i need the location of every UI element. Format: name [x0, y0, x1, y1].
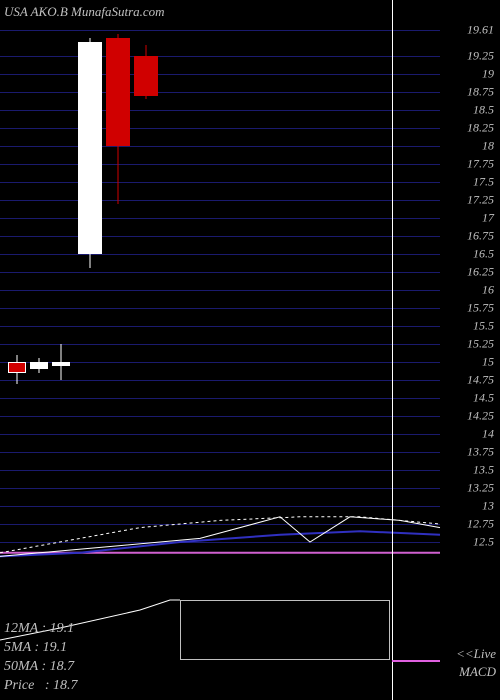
macd-label: MACD	[459, 664, 496, 680]
axis-label: 16.5	[473, 247, 494, 262]
axis-label: 13.75	[467, 445, 494, 460]
axis-label: 14.75	[467, 373, 494, 388]
chart-title: USA AKO.B MunafaSutra.com	[4, 4, 165, 20]
axis-label: 14.25	[467, 409, 494, 424]
axis-label: 19.25	[467, 49, 494, 64]
ma12-label: 12MA : 19.1	[4, 620, 77, 639]
live-label: <<Live	[456, 646, 496, 662]
axis-label: 15.5	[473, 319, 494, 334]
axis-label: 18.75	[467, 85, 494, 100]
axis-label: 12.5	[473, 535, 494, 550]
ma50-label: 50MA : 18.7	[4, 658, 77, 677]
axis-label: 16	[482, 283, 494, 298]
indicator-box	[180, 600, 390, 660]
axis-label: 14.5	[473, 391, 494, 406]
axis-label: 19.61	[467, 23, 494, 38]
y-axis: 19.61 19.25 19 18.75 18.5 18.25 18 17.75 17.5 17.…	[440, 0, 500, 700]
cursor-line	[392, 0, 393, 700]
axis-label: 15.25	[467, 337, 494, 352]
axis-label: 12.75	[467, 517, 494, 532]
stock-chart: USA AKO.B MunafaSutra.com 19.61 19.25 19 18…	[0, 0, 500, 700]
stats-panel: 12MA : 19.1 5MA : 19.1 50MA : 18.7 Price…	[4, 620, 77, 696]
indicator-line	[0, 0, 500, 700]
price-label: Price : 18.7	[4, 677, 77, 696]
axis-label: 17	[482, 211, 494, 226]
axis-label: 18	[482, 139, 494, 154]
axis-label: 15	[482, 355, 494, 370]
axis-label: 14	[482, 427, 494, 442]
axis-label: 17.5	[473, 175, 494, 190]
axis-label: 18.25	[467, 121, 494, 136]
axis-label: 18.5	[473, 103, 494, 118]
ma5-label: 5MA : 19.1	[4, 639, 77, 658]
macd-segment	[392, 660, 440, 662]
axis-label: 16.25	[467, 265, 494, 280]
axis-label: 15.75	[467, 301, 494, 316]
axis-label: 19	[482, 67, 494, 82]
axis-label: 13.25	[467, 481, 494, 496]
axis-label: 13	[482, 499, 494, 514]
axis-label: 17.75	[467, 157, 494, 172]
axis-label: 17.25	[467, 193, 494, 208]
ma-lines	[0, 0, 500, 700]
axis-label: 16.75	[467, 229, 494, 244]
axis-label: 13.5	[473, 463, 494, 478]
